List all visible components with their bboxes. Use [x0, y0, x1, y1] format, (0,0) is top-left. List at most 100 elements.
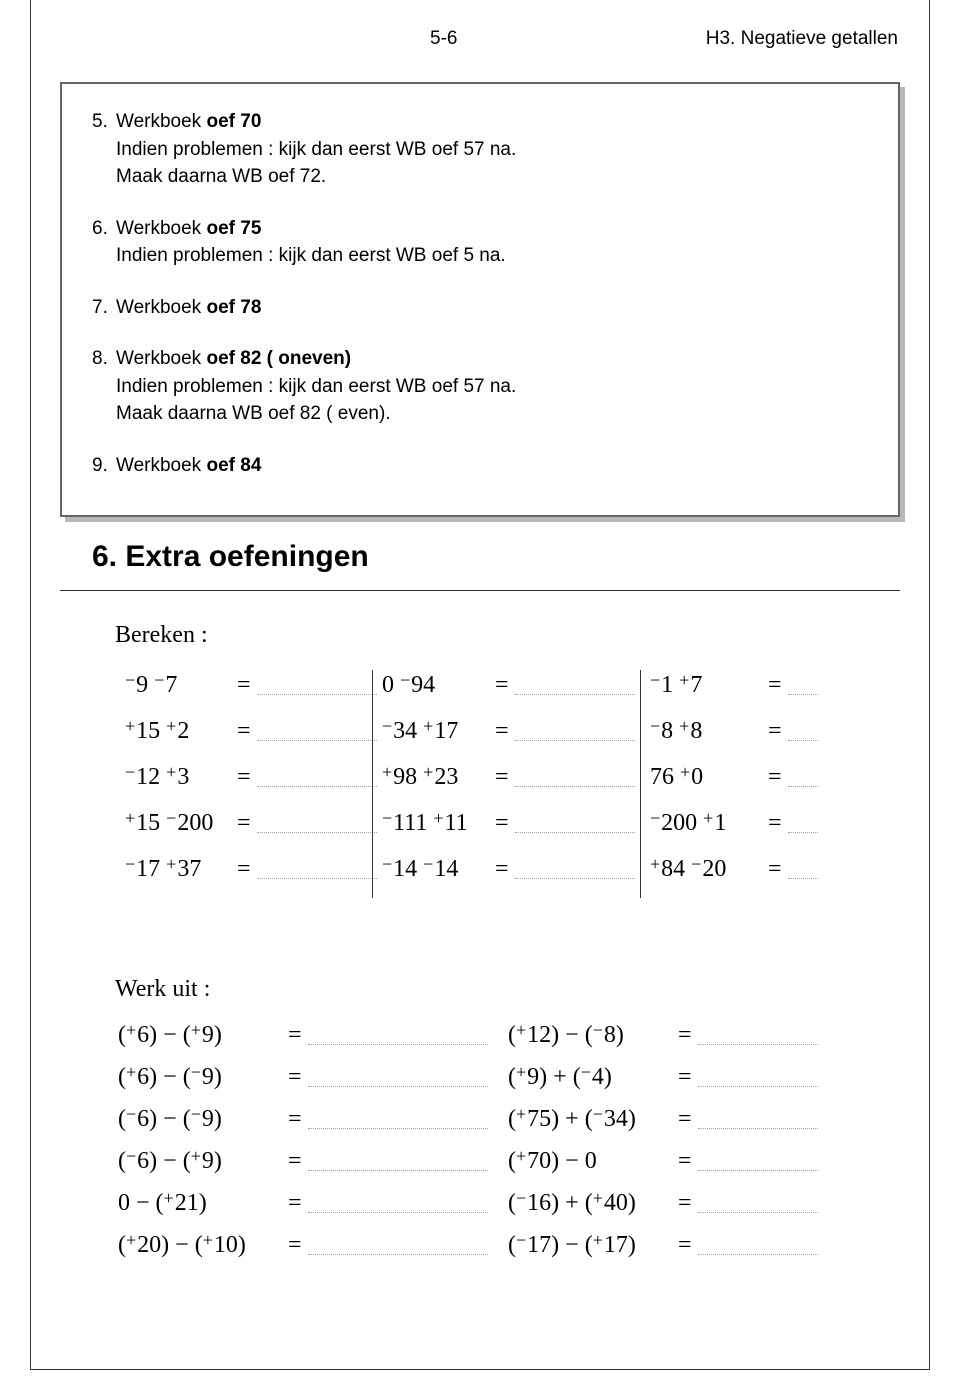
item-body: Werkboek oef 75Indien problemen : kijk d…	[116, 215, 868, 270]
bereken-row: −8 +8=	[650, 718, 726, 764]
item-line: Indien problemen : kijk dan eerst WB oef…	[116, 373, 868, 401]
item-line: Indien problemen : kijk dan eerst WB oef…	[116, 242, 868, 270]
answer-blank[interactable]	[698, 1254, 818, 1255]
equals-sign: =	[768, 856, 782, 883]
item-title: Werkboek oef 82 ( oneven)	[116, 345, 868, 373]
equals-sign: =	[237, 718, 251, 745]
bereken-row: −111 +11=	[382, 810, 468, 856]
column-divider	[640, 670, 641, 898]
answer-blank[interactable]	[788, 694, 818, 695]
label-bereken: Bereken :	[115, 622, 208, 649]
bereken-row: −9 −7=	[125, 672, 213, 718]
equals-sign: =	[678, 1148, 692, 1175]
bereken-row: −12 +3=	[125, 764, 213, 810]
expression: +15 −200	[125, 810, 213, 837]
answer-blank[interactable]	[308, 1128, 488, 1129]
werk-row: (+20) − (+10)=	[118, 1232, 246, 1274]
answer-blank[interactable]	[515, 832, 635, 833]
expression: −14 −14	[382, 856, 458, 883]
answer-blank[interactable]	[515, 786, 635, 787]
item-line: Maak daarna WB oef 72.	[116, 163, 868, 191]
item-title-prefix: Werkboek	[116, 111, 206, 132]
answer-blank[interactable]	[308, 1212, 488, 1213]
item-title-prefix: Werkboek	[116, 218, 206, 239]
instruction-item: 5.Werkboek oef 70Indien problemen : kijk…	[92, 108, 868, 191]
answer-blank[interactable]	[308, 1170, 488, 1171]
expression: −9 −7	[125, 672, 177, 699]
item-body: Werkboek oef 82 ( oneven)Indien probleme…	[116, 345, 868, 428]
werk-row: (−6) − (−9)=	[118, 1106, 246, 1148]
equals-sign: =	[288, 1232, 302, 1259]
item-body: Werkboek oef 84	[116, 452, 868, 480]
equals-sign: =	[495, 764, 509, 791]
expression: (+12) − (−8)	[508, 1022, 624, 1049]
label-werk-uit: Werk uit :	[115, 976, 210, 1003]
expression: 0 − (+21)	[118, 1190, 207, 1217]
instruction-item: 7.Werkboek oef 78	[92, 294, 868, 322]
item-title-prefix: Werkboek	[116, 455, 206, 476]
expression: (+20) − (+10)	[118, 1232, 246, 1259]
expression: −8 +8	[650, 718, 702, 745]
equals-sign: =	[237, 764, 251, 791]
answer-blank[interactable]	[698, 1044, 818, 1045]
equals-sign: =	[495, 856, 509, 883]
answer-blank[interactable]	[308, 1044, 488, 1045]
bereken-row: +15 +2=	[125, 718, 213, 764]
equals-sign: =	[768, 672, 782, 699]
item-title-bold: oef 70	[206, 111, 261, 132]
bereken-column: 0 −94=−34 +17=+98 +23=−111 +11=−14 −14=	[382, 672, 468, 902]
equals-sign: =	[678, 1106, 692, 1133]
item-number: 5.	[92, 108, 116, 191]
answer-blank[interactable]	[257, 740, 377, 741]
item-title-bold: oef 84	[206, 455, 261, 476]
expression: (−17) − (+17)	[508, 1232, 636, 1259]
item-title-bold: oef 75	[206, 218, 261, 239]
expression: −12 +3	[125, 764, 189, 791]
answer-blank[interactable]	[698, 1212, 818, 1213]
bereken-row: −17 +37=	[125, 856, 213, 902]
werk-row: (+75) + (−34)=	[508, 1106, 636, 1148]
item-title-prefix: Werkboek	[116, 297, 206, 318]
answer-blank[interactable]	[788, 740, 818, 741]
answer-blank[interactable]	[308, 1086, 488, 1087]
bereken-row: +98 +23=	[382, 764, 468, 810]
answer-blank[interactable]	[515, 878, 635, 879]
werk-row: (+9) + (−4)=	[508, 1064, 636, 1106]
expression: −17 +37	[125, 856, 201, 883]
expression: (−16) + (+40)	[508, 1190, 636, 1217]
answer-blank[interactable]	[308, 1254, 488, 1255]
answer-blank[interactable]	[698, 1128, 818, 1129]
bereken-row: 0 −94=	[382, 672, 468, 718]
bereken-row: −14 −14=	[382, 856, 468, 902]
bereken-row: +84 −20=	[650, 856, 726, 902]
bereken-row: −34 +17=	[382, 718, 468, 764]
expression: −111 +11	[382, 810, 468, 837]
column-divider	[372, 670, 373, 898]
answer-blank[interactable]	[698, 1170, 818, 1171]
item-title-prefix: Werkboek	[116, 348, 206, 369]
expression: +98 +23	[382, 764, 458, 791]
equals-sign: =	[768, 764, 782, 791]
answer-blank[interactable]	[788, 878, 818, 879]
answer-blank[interactable]	[698, 1086, 818, 1087]
answer-blank[interactable]	[257, 694, 377, 695]
answer-blank[interactable]	[257, 786, 377, 787]
werk-row: (+6) − (−9)=	[118, 1064, 246, 1106]
item-title: Werkboek oef 75	[116, 215, 868, 243]
werk-row: (−16) + (+40)=	[508, 1190, 636, 1232]
answer-blank[interactable]	[788, 786, 818, 787]
answer-blank[interactable]	[788, 832, 818, 833]
equals-sign: =	[237, 672, 251, 699]
bereken-row: −1 +7=	[650, 672, 726, 718]
page-number: 5-6	[430, 28, 457, 50]
equals-sign: =	[288, 1064, 302, 1091]
item-body: Werkboek oef 78	[116, 294, 868, 322]
answer-blank[interactable]	[515, 740, 635, 741]
answer-blank[interactable]	[515, 694, 635, 695]
answer-blank[interactable]	[257, 832, 377, 833]
instruction-item: 8.Werkboek oef 82 ( oneven)Indien proble…	[92, 345, 868, 428]
expression: (+6) − (−9)	[118, 1064, 222, 1091]
answer-blank[interactable]	[257, 878, 377, 879]
chapter-title: H3. Negatieve getallen	[706, 28, 898, 50]
expression: −200 +1	[650, 810, 726, 837]
